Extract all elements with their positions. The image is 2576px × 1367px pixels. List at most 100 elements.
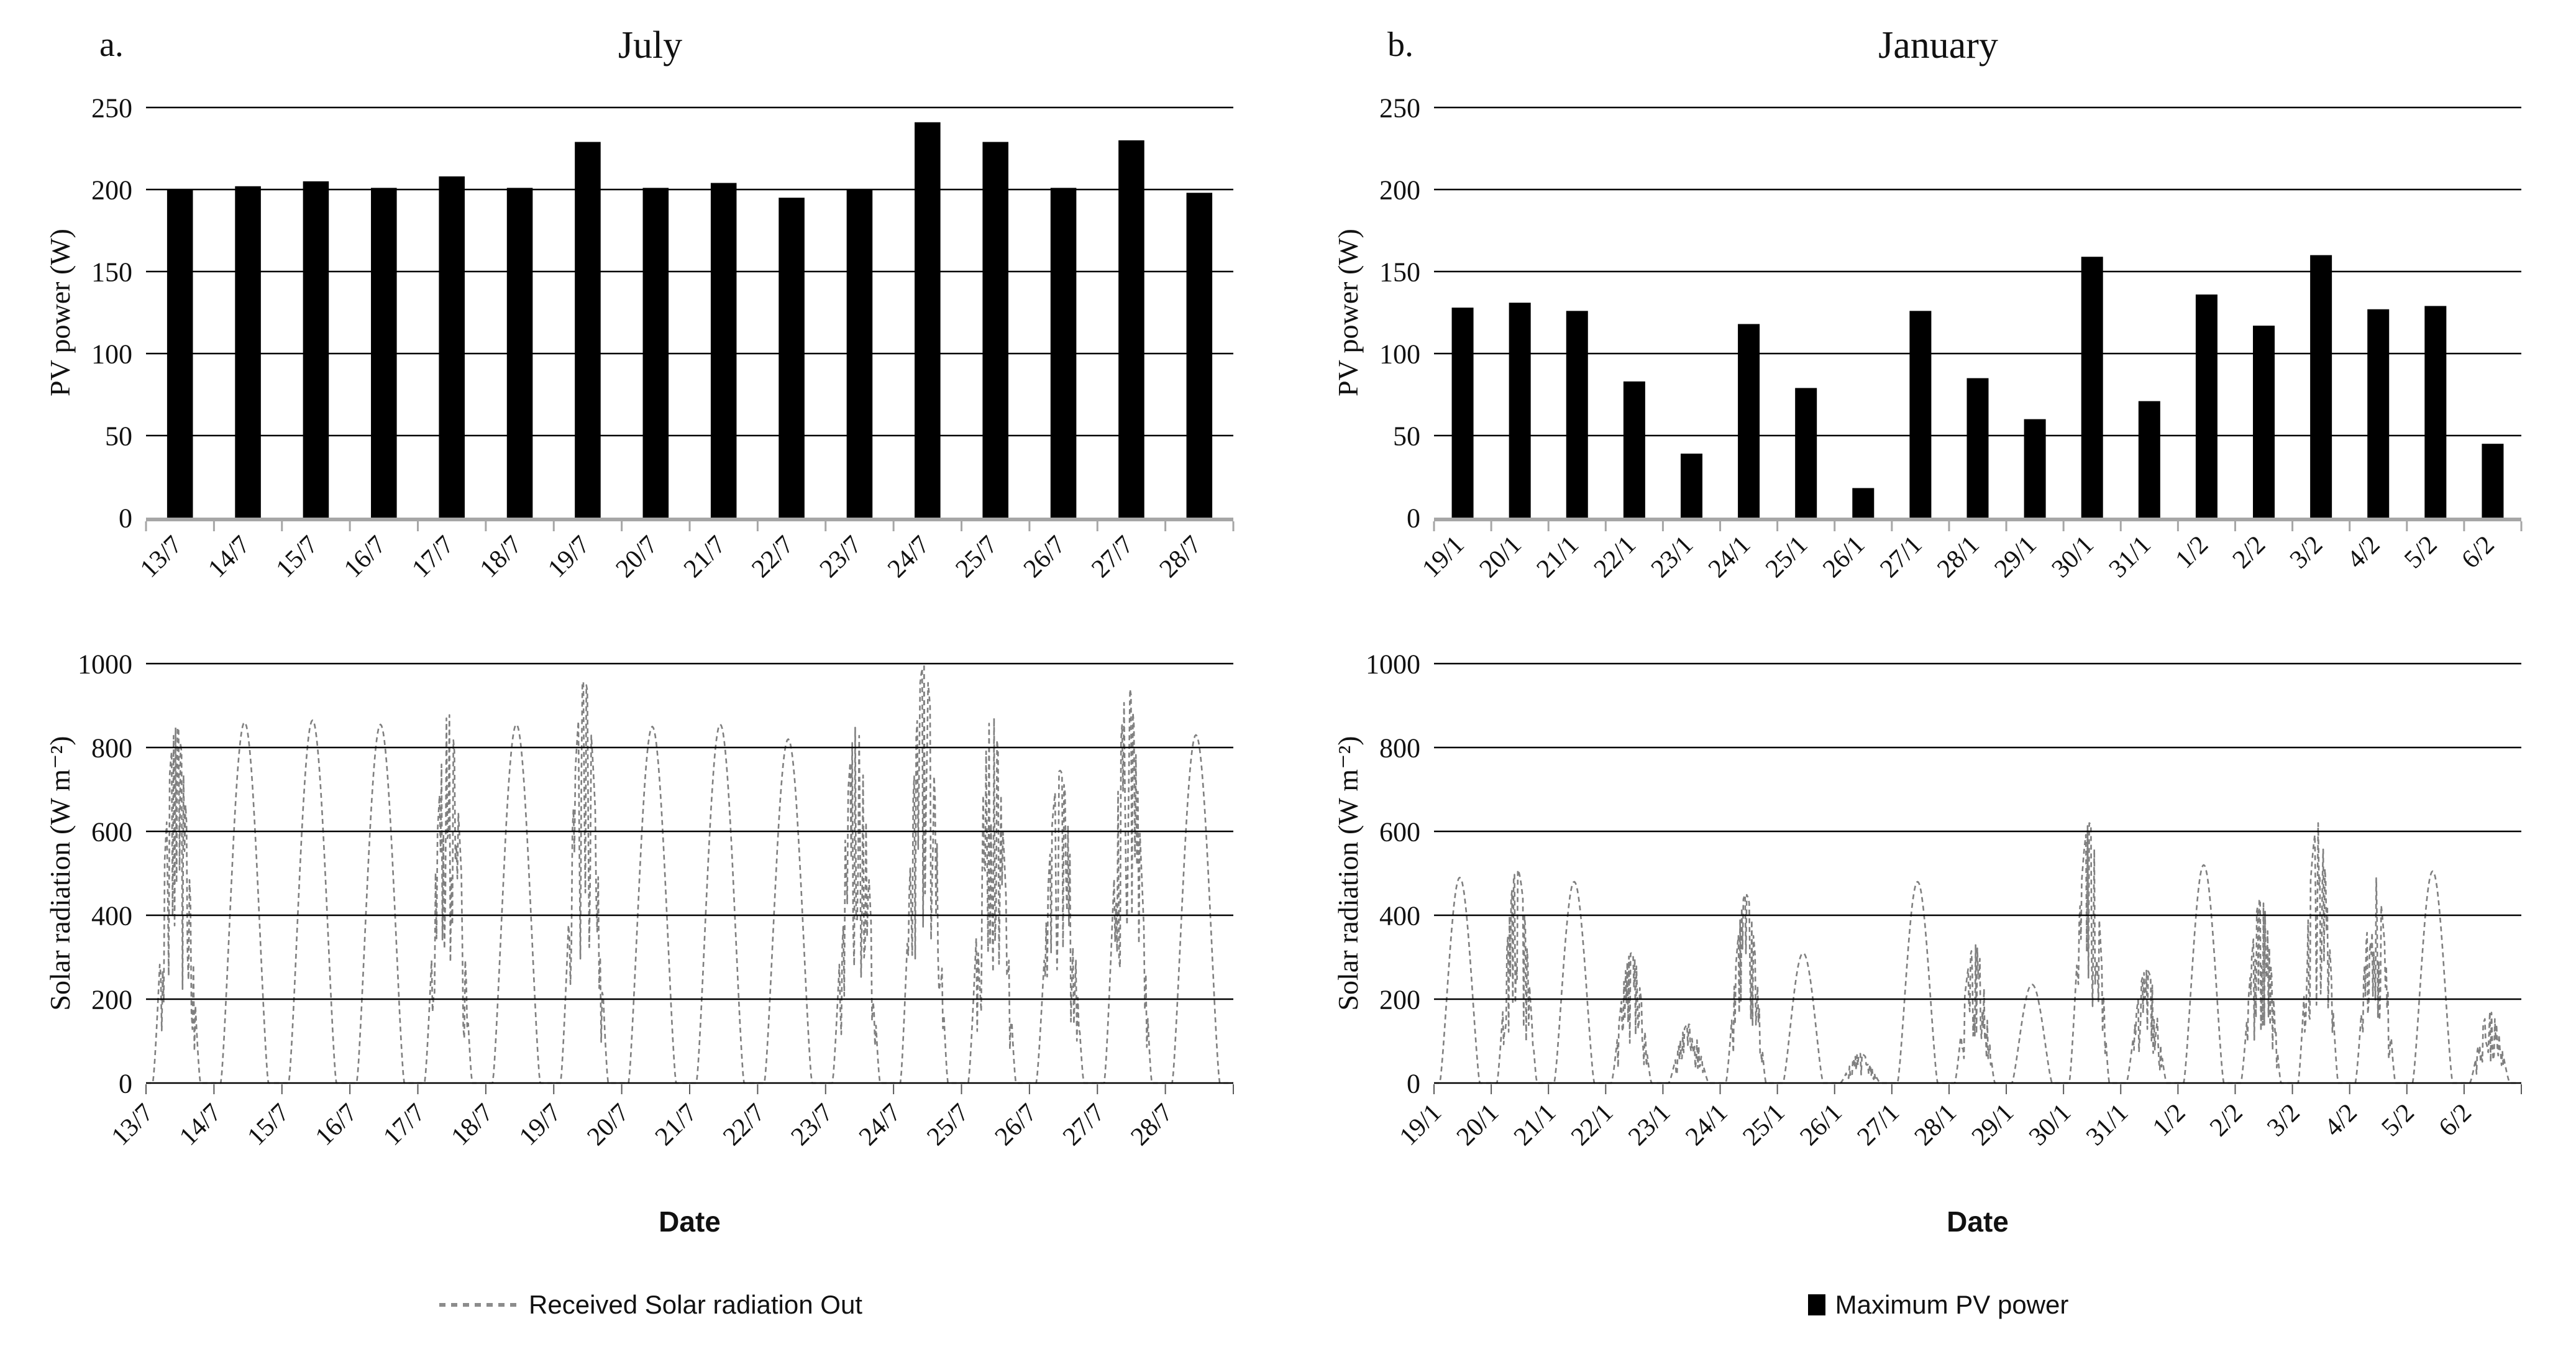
- svg-text:2/2: 2/2: [2204, 1099, 2248, 1142]
- bar: [371, 188, 397, 518]
- svg-text:20/1: 20/1: [1451, 1099, 1504, 1151]
- svg-text:4/2: 4/2: [2342, 531, 2385, 574]
- legend-radiation: Received Solar radiation Out: [37, 1290, 1263, 1320]
- svg-text:250: 250: [91, 93, 132, 123]
- bar: [2024, 419, 2046, 518]
- bar: [1186, 193, 1213, 518]
- svg-text:20/7: 20/7: [611, 531, 664, 583]
- x-axis-labels: 13/7 14/7 15/7 16/7 17/7 18/7 19/7 20/7 21/7 22/7…: [135, 531, 1207, 583]
- y-axis-ticks: 0 50 100 150 200 250: [91, 93, 132, 533]
- panel-july-header: a. July: [37, 6, 1263, 80]
- svg-text:21/1: 21/1: [1532, 531, 1584, 583]
- bar: [439, 176, 465, 518]
- svg-text:22/7: 22/7: [718, 1099, 770, 1151]
- svg-text:29/1: 29/1: [1989, 531, 2042, 583]
- panel-july: a. July 0 50 100 150 200 250 13/7 14/7 15/7 16/7 1…: [0, 0, 1288, 1320]
- x-axis-labels: 19/1 20/1 21/1 22/1 23/1 24/1 25/1 26/1 27/1 28/1…: [1417, 531, 2500, 583]
- svg-text:25/7: 25/7: [950, 531, 1003, 583]
- bar: [915, 122, 941, 518]
- x-axis-tickmarks: [1433, 1084, 2522, 1094]
- bar: [1118, 140, 1144, 518]
- svg-text:22/1: 22/1: [1589, 531, 1642, 583]
- panel-january: b. January 0 50 100 150 200 250 19/1 20/1 21/1 22…: [1288, 0, 2576, 1320]
- svg-text:PV power (W): PV power (W): [44, 229, 76, 396]
- svg-text:26/1: 26/1: [1817, 531, 1870, 583]
- panel-label-a: a.: [99, 25, 124, 64]
- svg-text:16/7: 16/7: [339, 531, 391, 583]
- svg-text:0: 0: [1407, 1068, 1420, 1099]
- svg-text:17/7: 17/7: [406, 531, 459, 583]
- bar: [235, 186, 261, 518]
- svg-text:100: 100: [1379, 339, 1420, 369]
- svg-text:5/2: 5/2: [2399, 531, 2442, 574]
- bar: [1509, 303, 1531, 518]
- svg-text:6/2: 6/2: [2433, 1099, 2477, 1142]
- svg-text:200: 200: [91, 984, 132, 1015]
- svg-text:27/7: 27/7: [1057, 1099, 1110, 1151]
- panel-january-header: b. January: [1325, 6, 2551, 80]
- bar: [1852, 488, 1875, 518]
- svg-text:600: 600: [91, 816, 132, 847]
- legend-pv: Maximum PV power: [1325, 1290, 2551, 1320]
- svg-text:20/7: 20/7: [582, 1099, 634, 1151]
- svg-text:17/7: 17/7: [378, 1099, 431, 1151]
- bar: [642, 188, 669, 518]
- svg-text:Solar radiation (W m⁻²): Solar radiation (W m⁻²): [44, 736, 76, 1010]
- svg-text:28/1: 28/1: [1909, 1099, 1962, 1151]
- bar: [1566, 311, 1588, 518]
- svg-text:25/1: 25/1: [1760, 531, 1813, 583]
- svg-text:26/1: 26/1: [1794, 1099, 1847, 1151]
- svg-text:28/7: 28/7: [1125, 1099, 1178, 1151]
- bar: [779, 198, 805, 518]
- bar: [2195, 294, 2217, 518]
- svg-text:0: 0: [119, 503, 132, 533]
- bar: [1680, 454, 1702, 518]
- bar: [710, 183, 737, 518]
- svg-text:150: 150: [91, 257, 132, 287]
- svg-text:14/7: 14/7: [203, 531, 255, 583]
- svg-text:24/7: 24/7: [854, 1099, 907, 1151]
- bar: [1909, 311, 1932, 518]
- svg-text:50: 50: [105, 421, 132, 451]
- svg-text:14/7: 14/7: [174, 1099, 227, 1151]
- svg-text:400: 400: [1379, 900, 1420, 931]
- bar: [2310, 255, 2332, 518]
- svg-text:1/2: 1/2: [2147, 1099, 2191, 1142]
- svg-text:4/2: 4/2: [2319, 1099, 2362, 1142]
- bar: [846, 190, 873, 518]
- svg-text:29/1: 29/1: [1966, 1099, 2019, 1151]
- y-axis-ticks: 0 50 100 150 200 250: [1379, 93, 1420, 533]
- legend-pv-label: Maximum PV power: [1835, 1290, 2069, 1319]
- svg-text:13/7: 13/7: [135, 531, 188, 583]
- svg-text:250: 250: [1379, 93, 1420, 123]
- svg-text:19/1: 19/1: [1394, 1099, 1447, 1151]
- svg-text:Date: Date: [1947, 1205, 2009, 1238]
- svg-text:200: 200: [1379, 175, 1420, 205]
- svg-text:25/1: 25/1: [1737, 1099, 1790, 1151]
- svg-text:13/7: 13/7: [106, 1099, 159, 1151]
- y-axis-ticks: 0 200 400 600 800 1000: [78, 651, 132, 1099]
- svg-text:3/2: 3/2: [2262, 1099, 2305, 1142]
- svg-text:21/7: 21/7: [650, 1099, 703, 1151]
- svg-text:2/2: 2/2: [2227, 531, 2271, 574]
- svg-text:27/1: 27/1: [1875, 531, 1927, 583]
- svg-text:22/7: 22/7: [746, 531, 799, 583]
- figure: a. July 0 50 100 150 200 250 13/7 14/7 15/7 16/7 1…: [0, 0, 2576, 1320]
- svg-text:PV power (W): PV power (W): [1332, 229, 1364, 396]
- bar: [1795, 388, 1817, 518]
- bar: [1738, 324, 1760, 518]
- bar: [575, 142, 601, 518]
- svg-text:150: 150: [1379, 257, 1420, 287]
- bar: [982, 142, 1008, 518]
- svg-text:1000: 1000: [1366, 651, 1420, 679]
- svg-text:27/1: 27/1: [1852, 1099, 1905, 1151]
- bar: [303, 181, 329, 518]
- svg-text:Solar radiation (W m⁻²): Solar radiation (W m⁻²): [1332, 736, 1364, 1010]
- svg-text:23/1: 23/1: [1646, 531, 1699, 583]
- x-axis-tickmarks: [1433, 521, 2523, 531]
- svg-text:18/7: 18/7: [475, 531, 528, 583]
- bars: [1451, 255, 2504, 518]
- bar: [2424, 306, 2447, 518]
- svg-text:31/1: 31/1: [2081, 1099, 2134, 1151]
